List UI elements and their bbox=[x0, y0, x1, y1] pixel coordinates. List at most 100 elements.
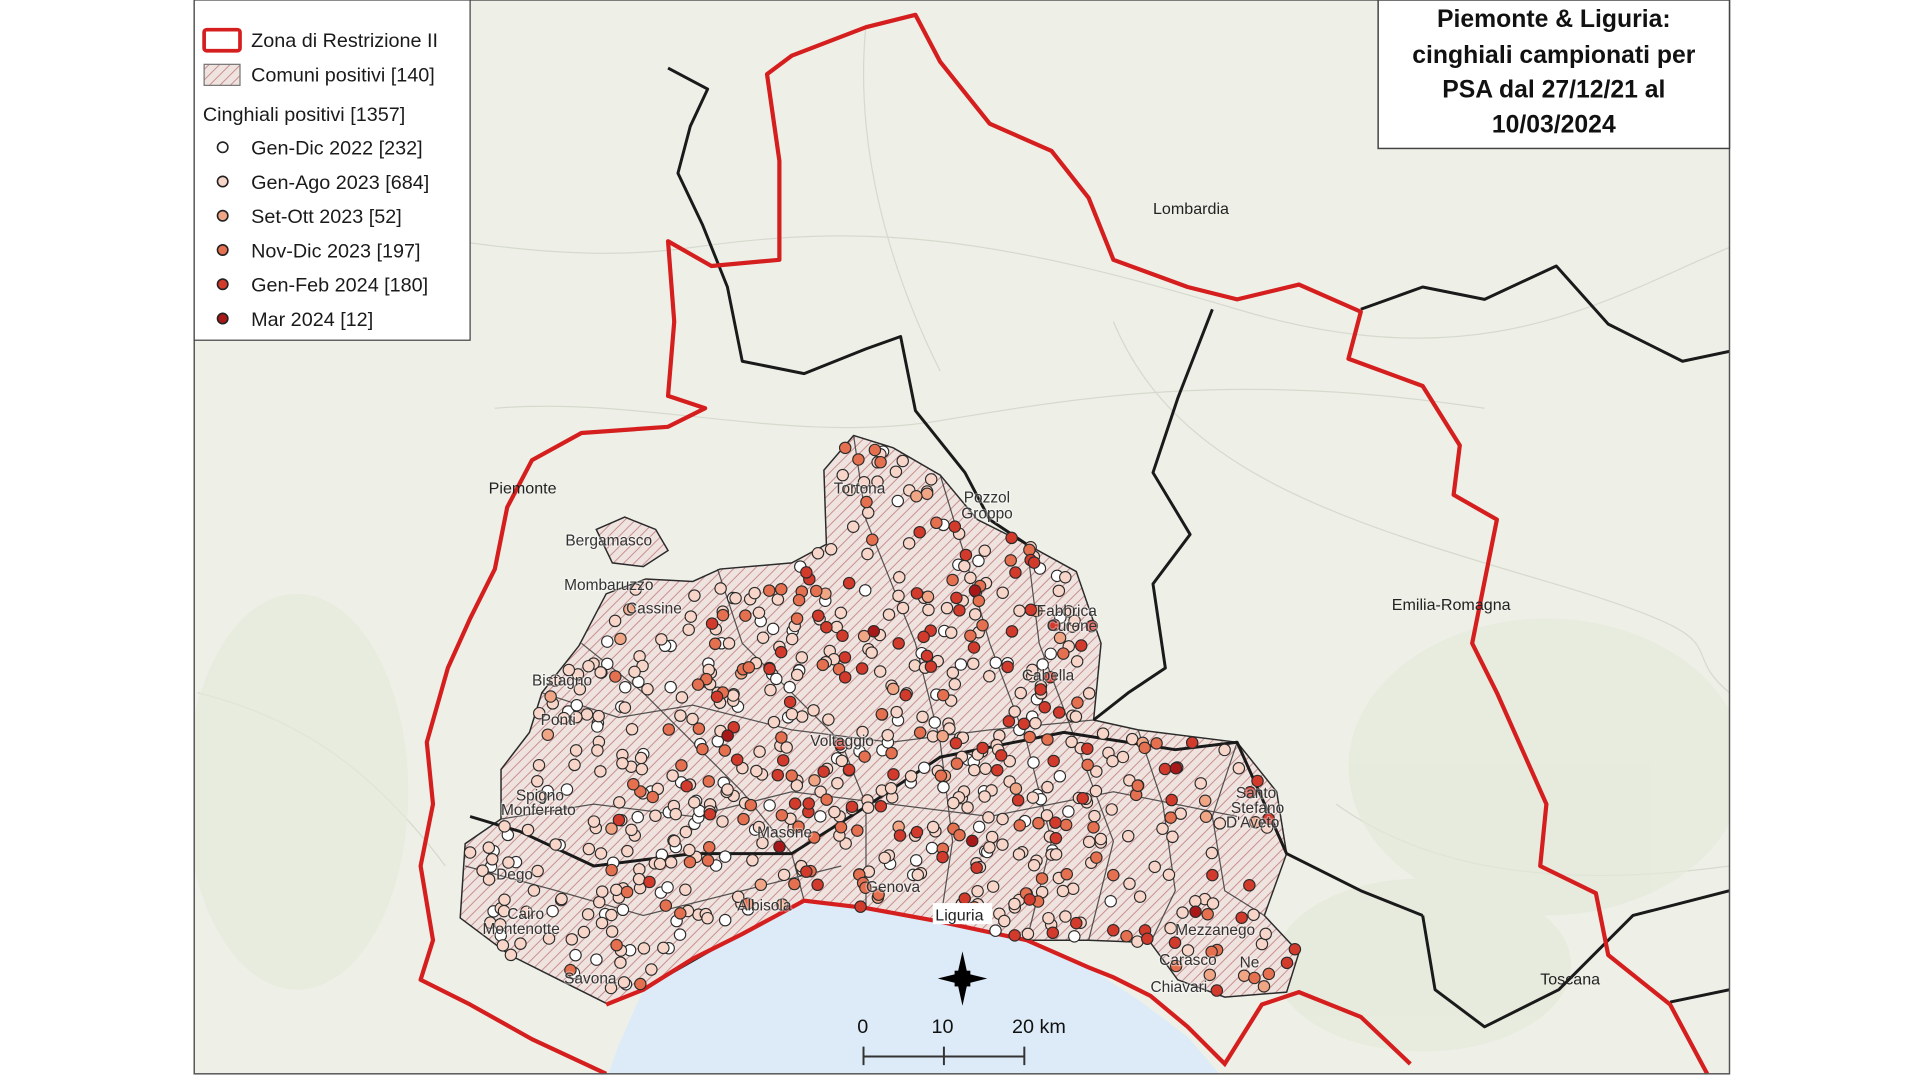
boar-point bbox=[834, 606, 848, 620]
boar-point bbox=[527, 884, 541, 897]
boar-point bbox=[954, 658, 968, 671]
boar-point bbox=[587, 815, 601, 828]
boar-point bbox=[979, 762, 992, 775]
boar-point bbox=[902, 537, 916, 550]
zona-restrizione-ii-coast bbox=[605, 898, 1412, 1068]
boar-point bbox=[1044, 647, 1057, 661]
boar-point bbox=[958, 559, 971, 573]
boar-point bbox=[1071, 696, 1084, 709]
boar-point bbox=[703, 808, 717, 821]
boar-point bbox=[549, 838, 562, 851]
comune-label: Mezzanego bbox=[1175, 922, 1255, 939]
boar-point bbox=[785, 769, 799, 782]
boar-point bbox=[892, 637, 905, 650]
boar-point bbox=[609, 670, 622, 683]
comune-label: Cabella bbox=[1022, 667, 1075, 684]
boar-point bbox=[917, 630, 930, 644]
boar-point bbox=[944, 626, 958, 639]
boar-point bbox=[887, 768, 900, 781]
boar-point bbox=[1201, 907, 1214, 921]
boar-point bbox=[614, 956, 627, 969]
boar-point bbox=[668, 834, 681, 848]
boar-point bbox=[679, 825, 693, 839]
boar-point bbox=[1004, 554, 1017, 567]
comune-label: Ponti bbox=[541, 712, 576, 729]
boar-point bbox=[664, 680, 677, 694]
boar-point bbox=[763, 799, 776, 812]
comune-label: Cassine bbox=[626, 601, 682, 618]
boar-point bbox=[1133, 890, 1147, 903]
boar-point bbox=[861, 801, 875, 814]
boar-point bbox=[773, 840, 786, 854]
boar-point bbox=[1052, 706, 1066, 719]
boar-point bbox=[494, 918, 507, 931]
boar-point bbox=[737, 812, 750, 826]
comune-label: Fabbrica bbox=[1037, 603, 1098, 620]
boar-point bbox=[1116, 750, 1130, 764]
boar-point bbox=[1001, 660, 1014, 674]
boar-point bbox=[1005, 531, 1018, 545]
boar-point bbox=[1120, 930, 1133, 943]
boar-point bbox=[958, 892, 971, 905]
comune-label: Savona bbox=[564, 971, 617, 988]
boar-point bbox=[657, 941, 670, 955]
boar-point bbox=[924, 660, 938, 673]
boar-point bbox=[756, 836, 769, 850]
boar-point bbox=[634, 751, 648, 765]
boar-point bbox=[605, 822, 618, 835]
boar-point bbox=[637, 942, 651, 955]
boar-point bbox=[716, 815, 729, 828]
boar-point bbox=[727, 721, 740, 734]
comune-label: Bergamasco bbox=[565, 533, 652, 550]
boar-point bbox=[843, 483, 857, 497]
boar-point bbox=[1048, 618, 1061, 632]
boar-point bbox=[1280, 956, 1294, 970]
boar-point bbox=[1049, 832, 1063, 845]
comune-label: Cairo bbox=[507, 906, 544, 923]
boar-point bbox=[1104, 894, 1117, 908]
boar-point bbox=[570, 710, 583, 724]
boar-point bbox=[635, 762, 649, 776]
zona-restrizione-ii-border bbox=[418, 12, 1710, 1074]
boar-point bbox=[835, 754, 849, 768]
boar-point bbox=[714, 582, 727, 595]
boar-point bbox=[922, 603, 935, 617]
boar-point bbox=[1123, 877, 1136, 891]
boar-point bbox=[1259, 927, 1272, 941]
boar-point bbox=[795, 651, 809, 664]
boar-point bbox=[742, 661, 756, 674]
boar-point bbox=[846, 520, 860, 534]
boar-point bbox=[1008, 897, 1021, 911]
boar-point bbox=[1082, 835, 1096, 849]
boar-point bbox=[792, 820, 805, 833]
boar-point bbox=[802, 797, 815, 810]
boar-point bbox=[683, 843, 696, 857]
boar-point bbox=[1023, 543, 1036, 557]
boar-point bbox=[582, 842, 596, 856]
comune-label: Tortona bbox=[834, 481, 886, 498]
boar-point bbox=[1027, 556, 1041, 569]
boar-point bbox=[1249, 816, 1262, 829]
boar-point bbox=[1096, 727, 1110, 740]
boar-point bbox=[485, 853, 499, 866]
liguria-label-bg bbox=[932, 903, 993, 925]
boar-point bbox=[948, 678, 962, 691]
boar-point bbox=[882, 608, 896, 621]
boar-point bbox=[918, 761, 931, 774]
regional-borders bbox=[469, 66, 1730, 1029]
comune-label: Bistagno bbox=[532, 672, 592, 689]
boar-point bbox=[1169, 959, 1183, 973]
boar-point bbox=[785, 632, 799, 646]
boar-point bbox=[1059, 818, 1073, 832]
boar-point bbox=[666, 769, 679, 782]
boar-point bbox=[842, 763, 856, 776]
boar-point bbox=[605, 925, 619, 938]
comune-label: Chiavari bbox=[1151, 979, 1208, 996]
boar-point bbox=[783, 695, 797, 709]
boar-point bbox=[1026, 791, 1040, 804]
boar-point bbox=[692, 722, 706, 735]
boar-point bbox=[884, 782, 898, 795]
boar-point bbox=[541, 728, 555, 741]
title-line: PSA dal 27/12/21 al bbox=[1442, 77, 1665, 104]
